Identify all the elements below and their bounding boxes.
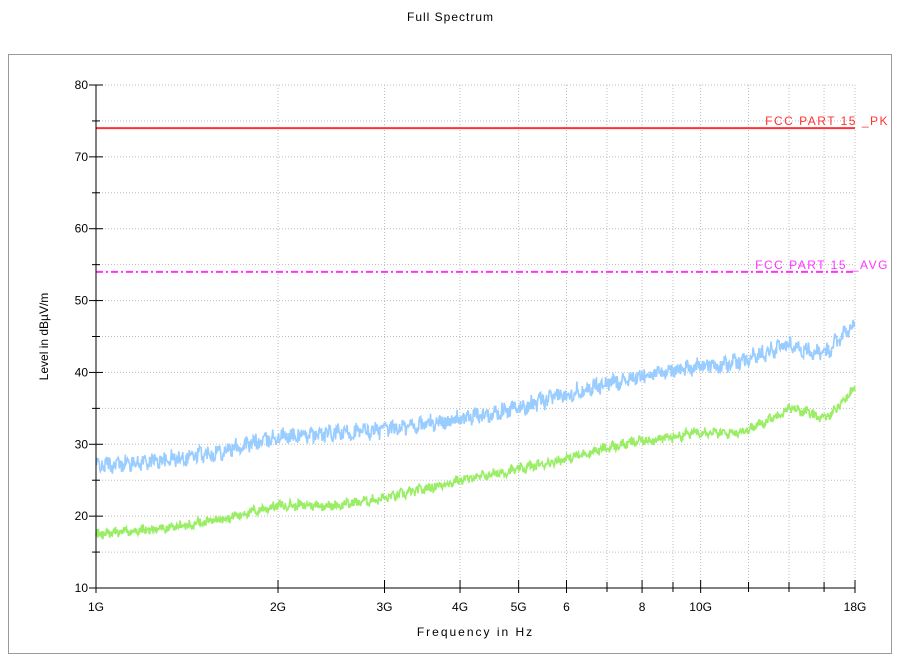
x-tick-label: 1G	[88, 600, 104, 614]
y-tick-label: 80	[75, 78, 89, 92]
y-tick-label: 60	[75, 222, 89, 236]
chart-plot: FCC PART 15 _PK FCC PART 15 _AVG 10 20 30 40 5…	[37, 78, 889, 639]
chart-frame: FCC PART 15 _PK FCC PART 15 _AVG 10 20 30 40 5…	[8, 54, 892, 654]
x-tick-label: 6	[563, 600, 570, 614]
x-tick-label: 10G	[689, 600, 712, 614]
limit-label-2: FCC PART 15 _AVG	[755, 258, 889, 272]
y-tick-label: 70	[75, 150, 89, 164]
y-axis-title: Level in dBµV/m	[37, 293, 51, 381]
y-tick-label: 50	[75, 294, 89, 308]
x-tick-label: 3G	[376, 600, 392, 614]
x-tick-label: 5G	[511, 600, 527, 614]
y-tick-label: 40	[75, 365, 89, 379]
x-axis-title: Frequency in Hz	[417, 625, 534, 639]
y-tick-label: 10	[75, 581, 89, 595]
x-tick-label: 4G	[452, 600, 468, 614]
chart-title: Full Spectrum	[406, 10, 495, 24]
limit-label-1: FCC PART 15 _PK	[765, 114, 889, 128]
x-tick-label: 2G	[270, 600, 286, 614]
x-tick-label: 8	[639, 600, 646, 614]
series-line-1	[95, 319, 856, 475]
x-tick-label: 18G	[844, 600, 867, 614]
series-line-2	[95, 386, 856, 540]
y-tick-label: 20	[75, 509, 89, 523]
y-tick-label: 30	[75, 437, 89, 451]
